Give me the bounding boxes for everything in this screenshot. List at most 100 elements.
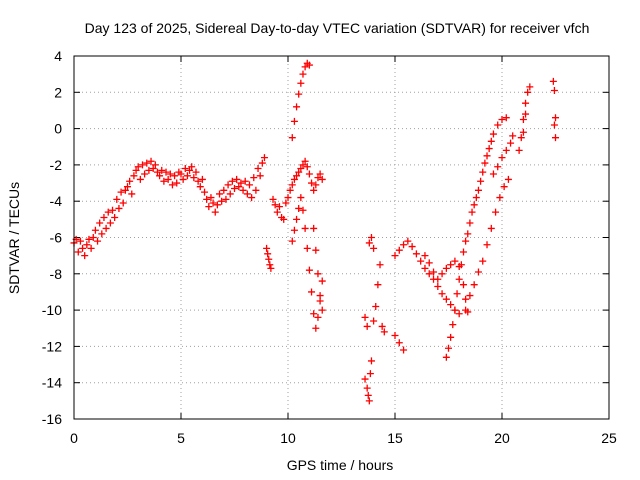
data-point [205, 203, 213, 211]
data-point [312, 324, 320, 332]
data-point [222, 195, 230, 203]
x-tick-label: 20 [494, 430, 510, 446]
data-point [442, 353, 450, 361]
y-tick-label: -16 [42, 411, 62, 427]
data-series [361, 234, 408, 405]
data-point [160, 177, 168, 185]
data-point [312, 181, 320, 189]
data-point [293, 172, 301, 180]
data-point [502, 114, 510, 122]
data-point [243, 190, 251, 198]
data-point [425, 259, 433, 267]
data-point [494, 121, 502, 129]
data-point [104, 208, 112, 216]
data-point [522, 110, 530, 118]
data-point [380, 328, 388, 336]
data-point [376, 261, 384, 269]
data-point [284, 194, 292, 202]
data-point [470, 201, 478, 209]
data-point [367, 234, 375, 241]
data-point [226, 190, 234, 198]
data-point [395, 339, 403, 347]
data-point [81, 252, 89, 260]
data-point [290, 226, 298, 234]
data-point [438, 270, 446, 278]
data-point [372, 302, 380, 310]
data-point [87, 244, 95, 252]
data-point [494, 163, 502, 171]
data-point [130, 172, 138, 180]
data-point [290, 175, 298, 183]
data-point [466, 219, 474, 227]
data-point [79, 244, 87, 252]
y-axis-label: SDTVAR / TECUs [6, 182, 22, 294]
data-point [455, 310, 463, 318]
data-point [218, 197, 226, 205]
data-point [288, 181, 296, 189]
data-point [117, 188, 125, 196]
data-point [124, 183, 131, 191]
data-point [111, 214, 119, 222]
data-point [552, 114, 559, 122]
data-point [237, 179, 245, 187]
data-point [361, 313, 369, 321]
data-point [468, 208, 476, 216]
data-point [474, 186, 482, 194]
data-point [198, 175, 206, 183]
data-point [228, 177, 236, 185]
data-point [288, 237, 296, 245]
data-point [305, 266, 313, 274]
data-point [293, 215, 301, 223]
data-point [459, 281, 467, 289]
data-point [442, 295, 450, 303]
data-point [183, 172, 191, 180]
data-point [233, 175, 241, 183]
data-point [171, 172, 179, 180]
data-point [100, 214, 108, 222]
data-point [466, 292, 474, 300]
data-point [404, 237, 412, 245]
data-point [299, 70, 307, 78]
data-point [524, 88, 532, 96]
data-point [434, 283, 442, 291]
data-point [517, 134, 525, 142]
data-series [70, 157, 183, 260]
data-point [378, 322, 386, 330]
y-tick-label: -4 [50, 193, 63, 209]
data-point [370, 317, 378, 325]
data-point [502, 146, 510, 154]
x-tick-label: 0 [70, 430, 78, 446]
data-point [308, 288, 316, 296]
x-tick-label: 15 [387, 430, 403, 446]
data-point [500, 183, 508, 191]
data-point [374, 281, 382, 289]
data-point [265, 255, 273, 263]
data-point [400, 241, 408, 249]
data-point [489, 170, 497, 178]
data-point [181, 165, 189, 173]
data-point [515, 146, 523, 154]
chart-title: Day 123 of 2025, Sidereal Day-to-day VTE… [85, 20, 590, 36]
data-point [89, 234, 97, 241]
data-point [363, 384, 371, 392]
data-point [295, 168, 303, 176]
data-point [550, 86, 558, 94]
data-point [147, 157, 155, 165]
data-point [365, 239, 373, 247]
data-point [83, 241, 91, 249]
data-point [451, 257, 459, 265]
data-point [496, 194, 504, 202]
data-point [85, 235, 93, 243]
data-point [470, 281, 478, 289]
y-tick-label: -8 [50, 266, 63, 282]
data-point [201, 188, 209, 196]
data-point [451, 306, 459, 314]
data-point [507, 139, 515, 147]
data-point [487, 224, 495, 232]
data-point [275, 203, 283, 211]
data-point [94, 237, 102, 245]
data-point [299, 161, 307, 169]
y-tick-label: -2 [50, 157, 63, 173]
data-point [408, 243, 416, 251]
data-point [400, 346, 408, 354]
